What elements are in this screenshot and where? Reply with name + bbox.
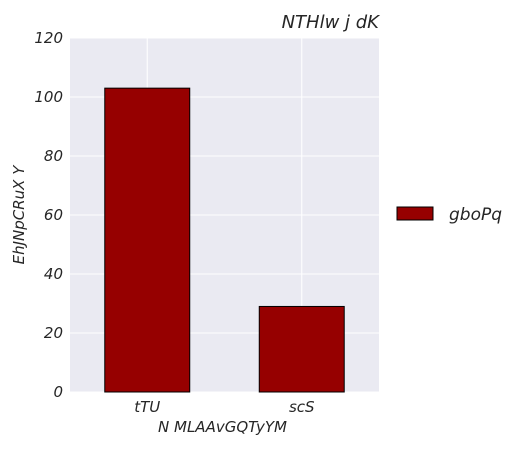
y-tick-label: 40 — [44, 265, 63, 283]
bar-tTU — [104, 87, 191, 393]
x-axis-ticks: tTU scS — [134, 398, 315, 416]
bars — [104, 87, 345, 393]
y-tick-label: 80 — [44, 147, 63, 165]
x-tick-label: tTU — [134, 398, 160, 416]
y-tick-label: 120 — [34, 29, 63, 47]
legend-swatch — [396, 206, 434, 221]
legend-label: gboPq — [449, 205, 502, 225]
y-tick-label: 20 — [44, 324, 63, 342]
chart-title: NTHlw j dK — [282, 12, 381, 33]
bar-scS — [258, 305, 345, 393]
legend: gboPq — [396, 205, 502, 225]
y-axis-label: EhJNpCRuX Y — [10, 164, 28, 265]
x-axis-label: N MLAAvGQTyYM — [158, 418, 287, 436]
x-tick-label: scS — [289, 398, 315, 416]
y-tick-label: 0 — [53, 383, 63, 401]
y-tick-label: 60 — [44, 206, 63, 224]
y-axis-ticks: 0 20 40 60 80 100 120 — [34, 29, 63, 401]
y-tick-label: 100 — [34, 88, 63, 106]
